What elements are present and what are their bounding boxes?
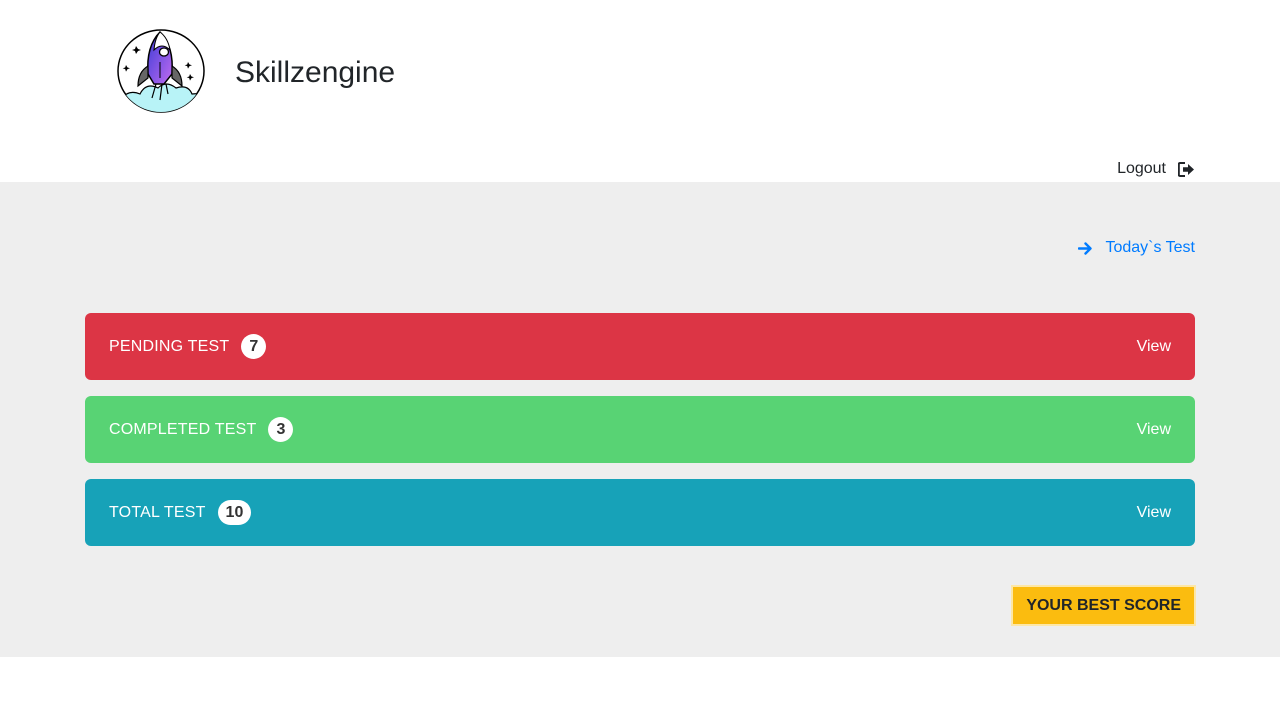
total-test-label: TOTAL TEST (109, 503, 206, 521)
sign-out-icon (1178, 161, 1195, 177)
arrow-right-icon (1078, 241, 1093, 256)
total-test-card: TOTAL TEST 10 View (85, 479, 1195, 546)
logout-label: Logout (1117, 160, 1166, 177)
completed-test-label: COMPLETED TEST (109, 420, 257, 438)
logout-button[interactable]: Logout (1117, 158, 1195, 180)
completed-test-view-link[interactable]: View (1136, 420, 1171, 438)
total-test-count-badge: 10 (217, 500, 252, 525)
todays-test-link[interactable]: Today`s Test (1078, 237, 1195, 259)
pending-test-card: PENDING TEST 7 View (85, 313, 1195, 380)
pending-test-view-link[interactable]: View (1136, 337, 1171, 355)
pending-test-count-badge: 7 (241, 334, 267, 359)
brand-name: Skillzengine (235, 56, 396, 89)
total-test-view-link[interactable]: View (1136, 503, 1171, 521)
completed-test-count-badge: 3 (268, 417, 294, 442)
rocket-logo-icon (116, 28, 206, 114)
best-score-button[interactable]: YOUR BEST SCORE (1011, 585, 1196, 626)
pending-test-label: PENDING TEST (109, 337, 230, 355)
todays-test-label: Today`s Test (1105, 239, 1195, 256)
test-summary-cards: PENDING TEST 7 View COMPLETED TEST 3 Vie… (85, 313, 1195, 562)
top-header: Skillzengine Logout (0, 0, 1280, 182)
completed-test-card: COMPLETED TEST 3 View (85, 396, 1195, 463)
dashboard-main: Today`s Test PENDING TEST 7 View COMPLET… (0, 182, 1280, 657)
